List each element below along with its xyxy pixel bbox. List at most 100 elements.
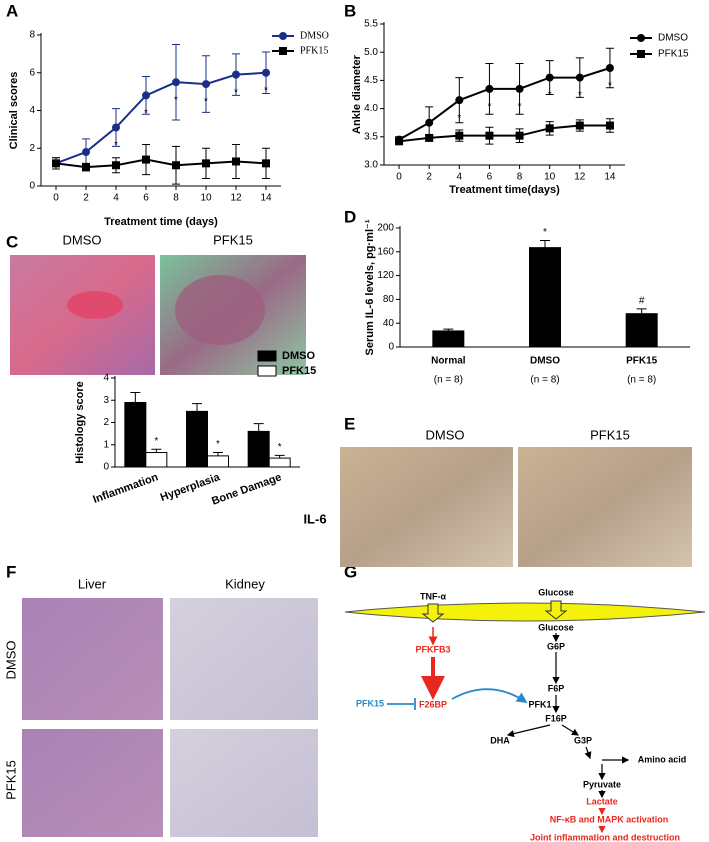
x-tick-label: 4 — [113, 193, 119, 204]
y-tick-label: 0 — [103, 462, 109, 473]
x-tick-label: 2 — [426, 172, 432, 183]
pathway-node: F6P — [548, 683, 565, 693]
significance-mark: * — [543, 227, 547, 238]
error-bar — [253, 423, 264, 432]
marker — [279, 32, 287, 40]
significance-mark: # — [639, 296, 645, 307]
x-tick-label: 12 — [574, 172, 586, 183]
panel-label: A — [6, 1, 18, 20]
x-tick-label: 2 — [83, 193, 89, 204]
legend-label: DMSO — [658, 33, 688, 44]
pathway-node: Amino acid — [638, 754, 687, 764]
y-tick-label: 4 — [29, 105, 35, 116]
significance-mark: * — [154, 436, 158, 447]
y-tick-label: 3 — [103, 395, 109, 406]
category-note: (n = 8) — [627, 375, 656, 386]
bar — [432, 330, 465, 348]
marker — [232, 157, 240, 166]
error-bar — [540, 239, 550, 248]
pathway-node: PFKFB3 — [415, 644, 450, 654]
marker — [172, 78, 180, 87]
pathway-node: TNF-α — [420, 591, 446, 601]
y-tick-label: 40 — [383, 318, 395, 329]
marker — [515, 84, 524, 93]
x-tick-label: 0 — [396, 172, 402, 183]
image-label: Liver — [78, 576, 107, 591]
y-tick-label: 120 — [377, 270, 394, 281]
x-tick-label: 6 — [143, 193, 149, 204]
micrograph-detail — [67, 291, 123, 319]
pathway-node: G3P — [574, 735, 592, 745]
significance-mark: * — [234, 87, 238, 98]
y-tick-label: 4.5 — [364, 75, 378, 86]
pathway-node: DHA — [490, 735, 510, 745]
y-tick-label: 4.0 — [364, 103, 378, 114]
marker — [52, 159, 60, 168]
y-tick-label: 5.0 — [364, 47, 378, 58]
bar — [186, 410, 208, 468]
bar — [625, 313, 658, 348]
y-tick-label: 6 — [29, 67, 35, 78]
y-tick-label: 3.0 — [364, 160, 378, 171]
image-label: DMSO — [63, 232, 102, 247]
row-label: IL-6 — [303, 511, 326, 526]
x-tick-label: 10 — [200, 193, 212, 204]
micrograph — [170, 729, 318, 837]
y-tick-label: 4 — [103, 373, 109, 384]
significance-mark: * — [264, 85, 268, 96]
x-tick-label: Bone Damage — [210, 471, 283, 507]
y-tick-label: 8 — [29, 30, 35, 41]
micrograph — [170, 598, 318, 720]
error-bar — [192, 403, 202, 412]
micrograph-detail — [175, 275, 265, 345]
marker — [605, 121, 614, 130]
marker — [455, 96, 464, 105]
row-label: DMSO — [3, 641, 18, 680]
error-bar — [130, 391, 141, 403]
significance-mark: * — [174, 95, 178, 106]
marker — [202, 159, 210, 168]
significance-mark: * — [144, 108, 148, 119]
marker — [455, 131, 464, 140]
y-tick-label: 200 — [377, 223, 394, 234]
x-tick-label: 10 — [544, 172, 556, 183]
image-label: PFK15 — [590, 427, 630, 442]
significance-mark: * — [578, 90, 582, 101]
marker — [142, 91, 150, 100]
pathway-node: Lactate — [586, 796, 618, 806]
x-tick-label: 12 — [230, 193, 242, 204]
y-tick-label: 0 — [29, 181, 35, 192]
marker — [575, 73, 584, 82]
significance-mark: * — [114, 140, 118, 151]
y-tick-label: 1 — [103, 439, 109, 450]
y-axis-label: Serum IL-6 levels, pg·ml⁻¹ — [364, 219, 376, 355]
error-bar — [213, 452, 223, 456]
x-tick-label: 6 — [487, 172, 493, 183]
x-tick-label: 14 — [260, 193, 272, 204]
marker — [515, 131, 524, 140]
marker — [82, 148, 90, 157]
marker — [545, 73, 554, 82]
panel-label: E — [344, 414, 355, 433]
y-tick-label: 2 — [103, 417, 109, 428]
pathway-node: Glucose — [538, 587, 574, 597]
panel-label: F — [6, 562, 16, 581]
series-line — [55, 71, 267, 165]
panel-label: G — [344, 562, 357, 581]
pathway-node: F16P — [545, 713, 567, 723]
significance-mark: * — [548, 90, 552, 101]
bar — [247, 430, 270, 468]
bar — [207, 455, 229, 468]
significance-mark: * — [487, 102, 491, 113]
y-axis-label: Clinical scores — [8, 72, 20, 150]
series-line — [398, 67, 611, 141]
micrograph — [518, 447, 692, 567]
membrane — [344, 602, 706, 622]
legend-swatch — [257, 350, 277, 362]
y-tick-label: 3.5 — [364, 131, 378, 142]
x-tick-label: Normal — [431, 356, 466, 367]
marker — [485, 84, 494, 93]
pathway-arrows — [506, 633, 630, 799]
legend-label: DMSO — [300, 30, 329, 41]
